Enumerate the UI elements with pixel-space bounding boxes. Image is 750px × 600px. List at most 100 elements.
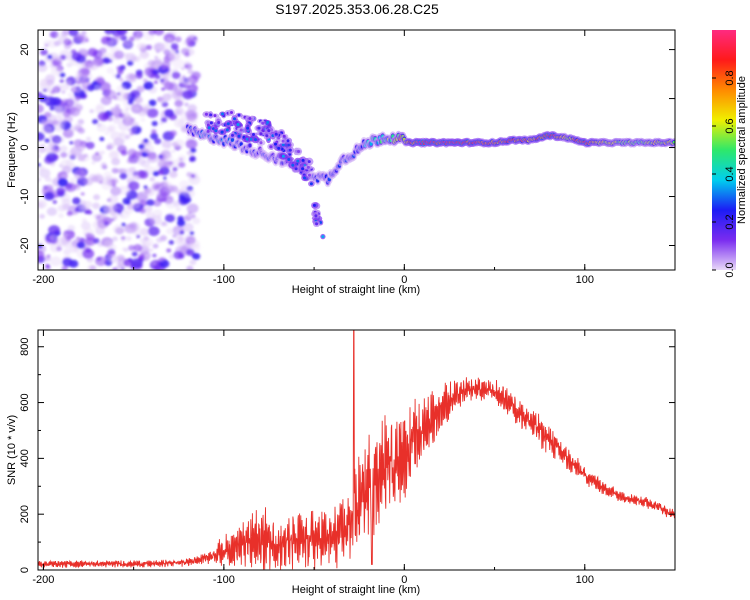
- noise-speckle: [181, 67, 185, 70]
- noise-speckle: [153, 80, 158, 84]
- noise-speckle: [96, 123, 107, 133]
- noise-speckle: [38, 250, 45, 261]
- noise-speckle: [92, 202, 100, 210]
- noise-speckle: [187, 69, 194, 75]
- colorbar-tick-label: 0.4: [724, 166, 736, 181]
- branch-core: [246, 126, 250, 130]
- noise-speckle: [85, 136, 92, 142]
- noise-speckle: [95, 256, 107, 267]
- colorbar-gradient: [712, 30, 736, 270]
- noise-speckle: [149, 248, 154, 252]
- branch-core: [288, 148, 292, 152]
- branch-core: [301, 167, 305, 171]
- noise-speckle: [93, 80, 97, 84]
- noise-speckle: [142, 78, 148, 83]
- noise-speckle: [104, 131, 110, 136]
- ridge-core: [248, 143, 252, 148]
- branch-core: [291, 163, 295, 167]
- snr-ytick-label: 400: [19, 449, 31, 467]
- noise-speckle: [125, 107, 130, 112]
- figure-title: S197.2025.353.06.28.C25: [275, 1, 439, 17]
- noise-speckle: [189, 231, 195, 236]
- branch-core: [225, 128, 229, 132]
- noise-speckle: [84, 210, 89, 214]
- noise-speckle: [81, 30, 87, 35]
- branch-core: [282, 134, 286, 138]
- noise-speckle: [99, 180, 103, 184]
- noise-speckle: [159, 257, 165, 262]
- noise-speckle: [106, 126, 115, 133]
- branch-core: [239, 128, 243, 132]
- noise-speckle: [153, 184, 160, 190]
- noise-speckle: [69, 177, 77, 184]
- noise-speckle: [131, 121, 139, 129]
- noise-speckle: [145, 44, 152, 51]
- noise-speckle: [143, 70, 152, 77]
- colorbar-label: Normalized spectral amplitude: [736, 76, 748, 224]
- snr-axes: -200 -100 0 100 0 200 400 600 800: [19, 330, 676, 586]
- noise-speckle: [171, 149, 176, 153]
- noise-speckle: [191, 71, 201, 80]
- snr-ylabel: SNR (10 * v/v): [6, 415, 18, 485]
- noise-speckle: [181, 75, 186, 79]
- noise-speckle: [38, 177, 42, 182]
- branch-core: [237, 134, 241, 138]
- noise-speckle: [189, 259, 197, 266]
- noise-speckle: [133, 244, 143, 252]
- noise-speckle: [40, 120, 47, 125]
- branch-core: [296, 159, 300, 163]
- noise-speckle: [117, 254, 125, 261]
- noise-speckle: [147, 189, 153, 194]
- colorbar-tick-label: 0.6: [724, 118, 736, 133]
- noise-speckle: [135, 72, 143, 79]
- branch-core: [297, 150, 300, 153]
- noise-speckle: [170, 43, 179, 50]
- noise-speckle: [38, 154, 41, 158]
- noise-speckle: [120, 236, 126, 241]
- noise-speckle: [96, 103, 104, 110]
- branch-core: [277, 146, 281, 150]
- noise-speckle: [162, 93, 172, 102]
- noise-speckle: [150, 215, 162, 226]
- snr-marks: [38, 330, 675, 570]
- noise-speckle: [164, 184, 175, 193]
- signal-ridge: [184, 121, 675, 188]
- noise-speckle: [152, 209, 163, 218]
- spectrogram-xtick-label: 100: [576, 274, 594, 286]
- noise-speckle: [122, 197, 131, 205]
- noise-speckle: [38, 165, 45, 171]
- noise-speckle: [44, 176, 52, 182]
- noise-speckle: [101, 203, 109, 210]
- noise-speckle: [189, 156, 197, 162]
- noise-speckle: [178, 161, 186, 168]
- noise-speckle: [166, 248, 172, 253]
- noise-speckle: [111, 157, 121, 166]
- noise-speckle: [133, 226, 139, 231]
- noise-speckle: [75, 142, 86, 152]
- branch-core: [257, 126, 261, 130]
- noise-speckle: [136, 234, 141, 239]
- noise-speckle: [116, 92, 129, 102]
- noise-speckle: [47, 54, 53, 60]
- noise-speckle: [81, 61, 90, 68]
- noise-speckle: [40, 49, 48, 56]
- noise-speckle: [40, 143, 46, 148]
- branch-core: [287, 158, 291, 161]
- noise-speckle: [182, 222, 194, 232]
- noise-speckle: [44, 138, 50, 143]
- noise-speckle: [45, 152, 58, 163]
- noise-speckle: [78, 168, 83, 172]
- noise-speckle: [57, 178, 68, 187]
- snr-xtick-label: -200: [32, 574, 54, 586]
- noise-speckle: [104, 89, 117, 100]
- noise-speckle: [65, 159, 74, 167]
- noise-speckle: [54, 116, 63, 123]
- branch-core: [307, 160, 311, 164]
- branch-core: [230, 111, 233, 114]
- branch-core: [213, 114, 217, 118]
- noise-speckle: [50, 66, 63, 76]
- noise-speckle: [92, 119, 99, 125]
- noise-speckle: [119, 213, 124, 218]
- noise-speckle: [49, 234, 58, 242]
- noise-speckle: [69, 245, 79, 253]
